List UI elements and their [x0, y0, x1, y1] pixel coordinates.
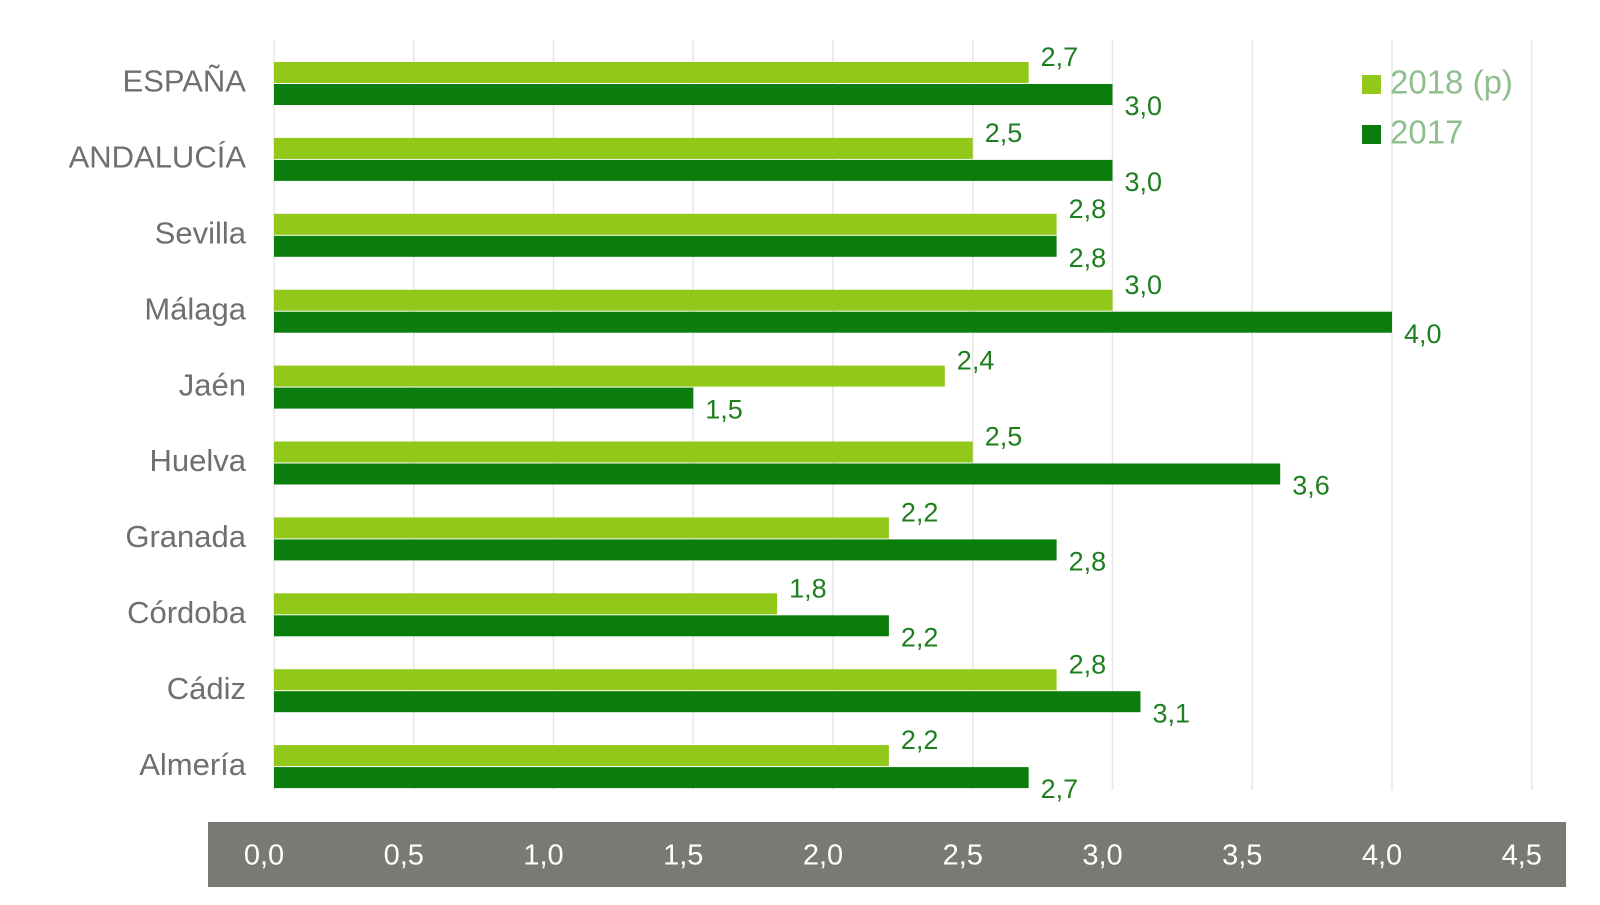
data-label: 2,8	[1069, 194, 1107, 224]
data-label: 2,2	[901, 622, 939, 652]
bar-series-2017	[274, 84, 1113, 105]
category-label: Almería	[139, 747, 247, 782]
bar-series-2017	[274, 691, 1141, 713]
category-label: Huelva	[150, 443, 247, 478]
bar-series-2017	[274, 463, 1281, 485]
x-axis: 0,0 0,5 1,0 1,5 2,0 2,5 3,0 3,5 4,0 4,5	[208, 822, 1566, 887]
x-tick-label: 4,0	[1362, 840, 1402, 872]
bar-series-2017	[274, 539, 1057, 561]
bar-series-2017	[274, 311, 1392, 333]
x-tick-label: 2,5	[943, 840, 983, 872]
bar-series-2018	[274, 365, 945, 387]
data-labels-layer: 2,7 3,0 2,5 3,0 2,8 2,8 3,0 4,0 2,4 1,5 2,5 3,6 2,2 2…	[705, 42, 1441, 804]
data-label: 3,0	[1125, 270, 1163, 300]
x-tick-label: 1,5	[663, 840, 703, 872]
data-label: 2,8	[1069, 547, 1107, 577]
bar-series-2017	[274, 235, 1057, 257]
bar-series-2018	[274, 593, 778, 615]
category-label: ANDALUCÍA	[69, 140, 247, 175]
bar-series-2018	[274, 669, 1057, 691]
category-label: Córdoba	[127, 595, 247, 630]
data-label: 2,2	[901, 498, 939, 528]
data-label: 3,0	[1125, 167, 1163, 197]
data-label: 2,8	[1069, 649, 1107, 679]
bar-series-2017	[274, 159, 1113, 181]
data-label: 3,6	[1292, 471, 1330, 501]
legend-label: 2018 (p)	[1390, 64, 1513, 101]
bar-series-2018	[274, 441, 973, 463]
bar-series-2018	[274, 213, 1057, 235]
data-label: 4,0	[1404, 319, 1442, 349]
data-label: 2,2	[901, 725, 939, 755]
category-label: Jaén	[179, 367, 246, 402]
category-label: ESPAÑA	[123, 64, 247, 99]
data-label: 3,1	[1152, 698, 1190, 728]
category-label: Sevilla	[155, 215, 247, 250]
bar-series-2018	[274, 289, 1113, 311]
x-tick-label: 3,0	[1082, 840, 1122, 872]
data-label: 2,7	[1041, 774, 1079, 804]
x-tick-label: 0,0	[244, 840, 284, 872]
data-label: 1,5	[705, 395, 743, 425]
data-label: 1,8	[789, 573, 827, 603]
bars-layer	[274, 62, 1392, 789]
bar-series-2017	[274, 387, 694, 409]
data-label: 2,5	[985, 422, 1023, 452]
category-label: Málaga	[144, 291, 246, 326]
data-label: 3,0	[1125, 91, 1163, 121]
bar-series-2018	[274, 62, 1029, 83]
legend-label: 2017	[1390, 114, 1463, 151]
x-tick-label: 4,5	[1502, 840, 1542, 872]
data-label: 2,5	[985, 118, 1023, 148]
data-label: 2,8	[1069, 243, 1107, 273]
legend-swatch	[1362, 125, 1381, 144]
bar-series-2018	[274, 517, 889, 539]
bar-series-2018	[274, 137, 973, 159]
category-label: Cádiz	[167, 671, 246, 706]
category-label: Granada	[125, 519, 246, 554]
data-label: 2,7	[1041, 42, 1079, 72]
x-tick-label: 0,5	[384, 840, 424, 872]
bar-series-2017	[274, 767, 1029, 789]
category-labels-layer: ESPAÑA ANDALUCÍA Sevilla Málaga Jaén Huelva Gr…	[69, 64, 247, 782]
bar-series-2017	[274, 615, 889, 637]
x-axis-band	[208, 822, 1566, 887]
x-tick-label: 1,0	[523, 840, 563, 872]
x-tick-label: 2,0	[803, 840, 843, 872]
bar-series-2018	[274, 745, 889, 767]
legend-swatch	[1362, 75, 1381, 94]
x-tick-label: 3,5	[1222, 840, 1262, 872]
legend: 2018 (p) 2017	[1362, 64, 1513, 151]
data-label: 2,4	[957, 346, 995, 376]
